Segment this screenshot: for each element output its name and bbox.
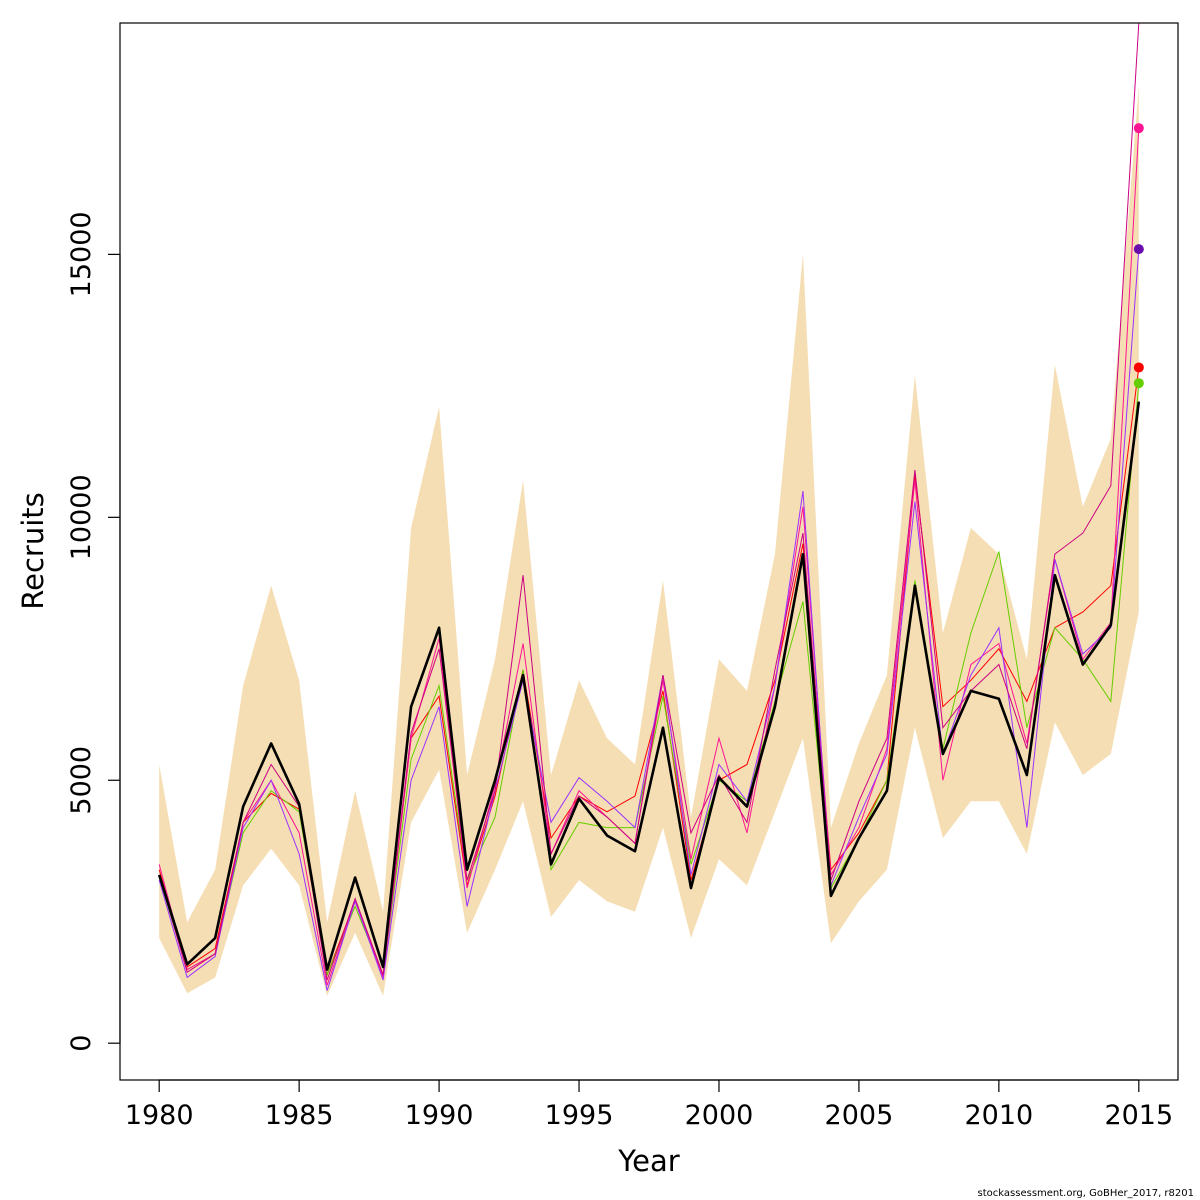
y-tick-label-10000: 10000 [66,474,97,560]
end-point-1 [1133,123,1144,134]
x-tick-label-1985: 1985 [265,1100,334,1131]
axes: 1980 1985 1990 1995 2000 2005 2010 2015 0 5000 100… [66,211,1173,1131]
end-point-4 [1133,378,1144,389]
end-point-3 [1133,362,1144,373]
y-tick-label-15000: 15000 [66,211,97,297]
x-tick-label-2005: 2005 [825,1100,894,1131]
x-tick-label-2010: 2010 [965,1100,1034,1131]
main-estimate-line [157,401,1141,971]
y-tick-label-5000: 5000 [66,746,97,815]
peel-line-4 [158,249,1140,991]
credit-text: stockassessment.org, GoBHer_2017, r8201 [978,1188,1194,1199]
peel-line-5 [158,23,1140,981]
x-tick-label-2000: 2000 [685,1100,754,1131]
end-point-2 [1133,244,1144,255]
x-tick-label-1990: 1990 [405,1100,474,1131]
x-tick-label-1995: 1995 [545,1100,614,1131]
x-tick-label-2015: 2015 [1104,1100,1173,1131]
y-axis-title: Recruits [16,492,50,609]
plot-area [157,23,1144,996]
x-tick-label-1980: 1980 [125,1100,194,1131]
x-axis-title: Year [617,1144,679,1178]
y-tick-label-0: 0 [66,1035,97,1052]
